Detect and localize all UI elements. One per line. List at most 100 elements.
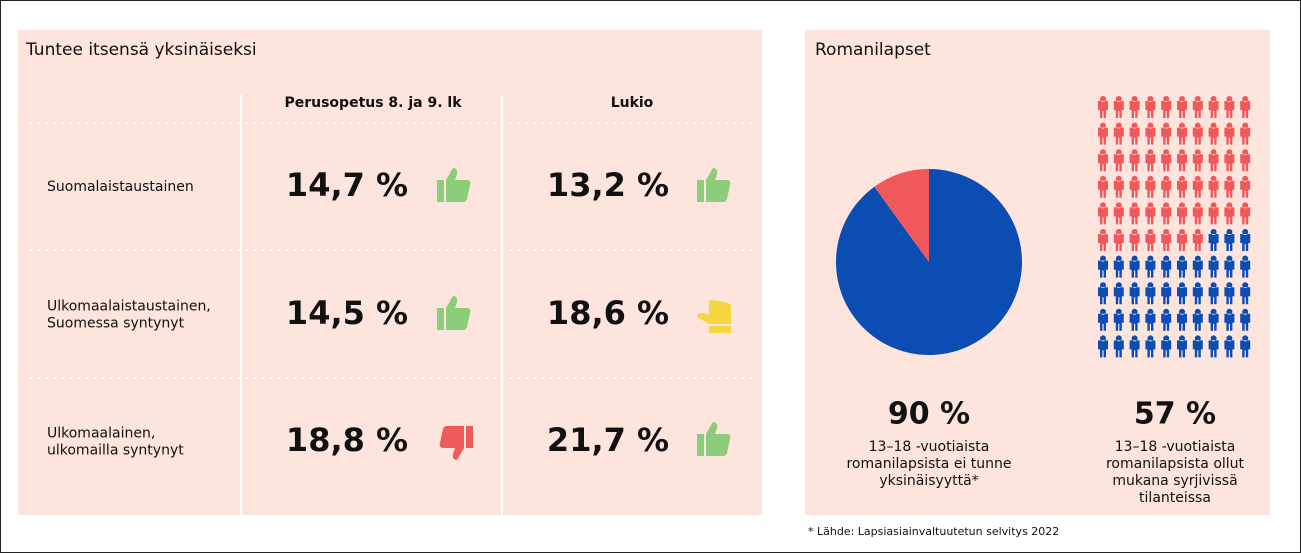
person-icon [1098,149,1108,172]
person-icon [1240,149,1251,172]
cell-value: 14,7 % [286,166,408,204]
person-icon [1161,308,1172,331]
person-icon [1177,122,1187,145]
person-icon [1161,255,1172,278]
person-icon [1192,149,1203,172]
person-icon [1113,255,1124,278]
person-icon [1113,96,1124,118]
person-icon [1240,282,1251,305]
row-label: Ulkomaalaistaustainen, [47,299,211,315]
person-icon [1098,202,1108,225]
caption: romanilapsista ei tunne [846,456,1011,472]
person-icon [1192,96,1203,118]
person-icon [1177,335,1187,358]
person-icon [1177,96,1187,118]
person-icon [1129,202,1140,225]
person-icon [1129,308,1140,331]
person-icon [1098,175,1108,198]
person-icon [1113,149,1124,172]
person-icon [1145,96,1156,118]
person-icon [1240,255,1251,278]
person-icon [1161,175,1172,198]
person-icon [1113,122,1124,145]
person-icon [1192,122,1203,145]
caption: mukana syrjivissä [1112,473,1237,489]
person-icon [1192,335,1203,358]
person-icon [1161,282,1172,305]
person-icon [1224,175,1235,198]
person-icon [1145,282,1156,305]
person-icon [1208,96,1219,118]
person-icon [1208,335,1219,358]
person-icon [1098,96,1108,118]
person-icon [1161,149,1172,172]
person-icon [1208,175,1219,198]
person-icon [1113,175,1124,198]
person-icon [1161,335,1172,358]
column-header: Lukio [611,95,654,111]
person-icon [1177,255,1187,278]
person-icon [1208,229,1219,251]
person-icon [1192,175,1203,198]
row-label: Suomalaistaustainen [47,179,194,195]
person-icon [1177,308,1187,331]
person-icon [1240,229,1251,251]
person-icon [1113,229,1124,251]
caption: romanilapsista ollut [1106,456,1245,472]
row-label: ulkomailla syntynyt [47,443,184,459]
person-icon [1240,308,1251,331]
person-icon [1129,175,1140,198]
person-icon [1098,335,1108,358]
big-label: 57 % [1134,397,1216,432]
person-icon [1129,96,1140,118]
person-icon [1177,149,1187,172]
person-icon [1177,202,1187,225]
person-icon [1240,96,1251,118]
person-icon [1129,255,1140,278]
person-icon [1098,229,1108,251]
table-title: Tuntee itsensä yksinäiseksi [25,40,257,60]
cell-value: 13,2 % [547,166,669,204]
person-icon [1161,202,1172,225]
panel-title: Romanilapset [815,40,931,60]
person-icon [1177,229,1187,251]
person-icon [1224,255,1235,278]
cell-value: 18,6 % [547,294,669,332]
person-icon [1145,149,1156,172]
person-icon [1224,96,1235,118]
person-icon [1208,308,1219,331]
left-panel [18,30,762,515]
row-label: Suomessa syntynyt [47,316,185,332]
caption: 13–18 -vuotiaista [869,439,990,455]
person-icon [1145,308,1156,331]
person-icon [1240,335,1251,358]
person-icon [1113,335,1124,358]
pie-slice [874,169,929,262]
caption: yksinäisyyttä* [879,473,978,489]
person-icon [1113,308,1124,331]
caption: 13–18 -vuotiaista [1115,439,1236,455]
cell-value: 14,5 % [286,294,408,332]
row-separators [30,122,752,379]
cell-value: 18,8 % [286,421,408,459]
caption: tilanteissa [1139,490,1211,506]
person-icon [1145,229,1156,251]
person-icon [1224,229,1235,251]
person-icon [1208,255,1219,278]
person-icon [1224,282,1235,305]
person-icon [1192,308,1203,331]
person-icon [1113,202,1124,225]
person-icon [1145,122,1156,145]
person-icon [1224,122,1235,145]
person-icon [1224,202,1235,225]
person-icon [1177,175,1187,198]
person-icon [1240,202,1251,225]
person-icon [1240,122,1251,145]
person-icon [1098,282,1108,305]
person-icon [1208,202,1219,225]
person-icon [1224,149,1235,172]
person-icon [1192,255,1203,278]
person-icon [1129,149,1140,172]
person-icon [1129,282,1140,305]
